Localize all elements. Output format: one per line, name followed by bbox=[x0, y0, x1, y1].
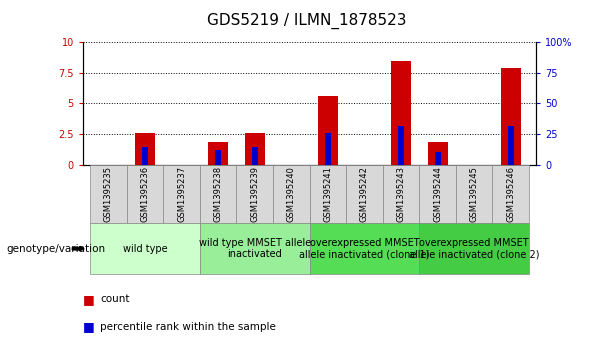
Bar bbox=[501, 68, 521, 165]
Text: GSM1395239: GSM1395239 bbox=[250, 166, 259, 222]
Text: wild type MMSET allele
inactivated: wild type MMSET allele inactivated bbox=[199, 238, 311, 260]
Bar bbox=[427, 142, 447, 165]
Text: GSM1395243: GSM1395243 bbox=[397, 166, 406, 222]
Bar bbox=[142, 147, 148, 165]
Bar bbox=[245, 133, 265, 165]
Text: overexpressed MMSET
allele inactivated (clone 1): overexpressed MMSET allele inactivated (… bbox=[299, 238, 430, 260]
Text: GDS5219 / ILMN_1878523: GDS5219 / ILMN_1878523 bbox=[207, 13, 406, 29]
Text: ■: ■ bbox=[83, 320, 94, 333]
Text: GSM1395235: GSM1395235 bbox=[104, 166, 113, 222]
Text: count: count bbox=[100, 294, 129, 305]
Text: wild type: wild type bbox=[123, 244, 167, 254]
Text: GSM1395236: GSM1395236 bbox=[140, 166, 150, 222]
Text: GSM1395241: GSM1395241 bbox=[323, 166, 332, 222]
Bar bbox=[398, 126, 404, 165]
Text: GSM1395242: GSM1395242 bbox=[360, 166, 369, 222]
Text: genotype/variation: genotype/variation bbox=[6, 244, 105, 254]
Bar bbox=[391, 61, 411, 165]
Bar bbox=[252, 147, 257, 165]
Text: percentile rank within the sample: percentile rank within the sample bbox=[100, 322, 276, 332]
Bar bbox=[435, 152, 441, 165]
Bar bbox=[208, 142, 228, 165]
Text: overexpressed MMSET
allele inactivated (clone 2): overexpressed MMSET allele inactivated (… bbox=[409, 238, 539, 260]
Text: GSM1395245: GSM1395245 bbox=[470, 166, 479, 222]
Bar bbox=[215, 150, 221, 165]
Text: GSM1395237: GSM1395237 bbox=[177, 166, 186, 222]
Text: GSM1395238: GSM1395238 bbox=[213, 166, 223, 222]
Text: ■: ■ bbox=[83, 293, 94, 306]
Text: GSM1395240: GSM1395240 bbox=[287, 166, 296, 222]
Bar bbox=[508, 126, 514, 165]
Bar bbox=[135, 133, 155, 165]
Bar bbox=[325, 133, 331, 165]
Text: GSM1395244: GSM1395244 bbox=[433, 166, 442, 222]
Text: GSM1395246: GSM1395246 bbox=[506, 166, 516, 222]
Bar bbox=[318, 96, 338, 165]
